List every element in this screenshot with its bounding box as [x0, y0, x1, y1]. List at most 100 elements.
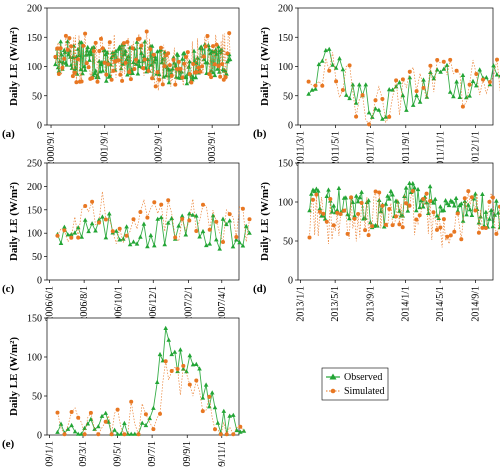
- simulated-point: [335, 210, 340, 215]
- y-tick-label: 0: [288, 121, 293, 132]
- observed-point: [103, 235, 109, 240]
- simulated-point: [134, 57, 139, 62]
- simulated-point: [414, 217, 419, 222]
- simulated-point: [129, 399, 134, 404]
- observed-point: [336, 185, 342, 190]
- simulated-point: [320, 83, 325, 88]
- simulated-point: [207, 227, 212, 232]
- x-tick-label: 2006/8/1: [79, 286, 90, 322]
- observed-point: [477, 67, 482, 72]
- observed-point: [201, 57, 207, 62]
- simulated-point: [207, 394, 212, 399]
- observed-point: [86, 228, 91, 234]
- observed-point: [214, 237, 219, 242]
- simulated-point: [448, 57, 453, 62]
- observed-point: [410, 102, 416, 107]
- observed-point: [92, 71, 98, 76]
- simulated-point: [410, 189, 415, 193]
- simulated-point: [181, 363, 186, 368]
- panel-label: (a): [2, 128, 15, 140]
- observed-point: [160, 56, 166, 61]
- observed-point: [88, 48, 93, 53]
- observed-point: [147, 415, 152, 421]
- observed-point: [79, 40, 84, 45]
- simulated-point: [435, 227, 439, 232]
- simulated-point: [88, 410, 93, 415]
- observed-point: [451, 94, 456, 99]
- observed-point: [467, 207, 473, 212]
- x-tick-label: 2014/5/1: [435, 286, 446, 322]
- observed-point: [213, 47, 218, 52]
- simulated-point: [139, 43, 144, 48]
- observed-point: [337, 56, 342, 61]
- observed-point: [85, 421, 91, 426]
- simulated-point: [121, 41, 126, 46]
- observed-point: [145, 244, 150, 249]
- observed-point: [436, 215, 441, 220]
- simulated-point: [150, 76, 155, 81]
- simulated-point: [152, 200, 157, 205]
- observed-point: [122, 52, 127, 57]
- simulated-point: [125, 40, 130, 44]
- observed-point: [387, 196, 392, 201]
- observed-point: [102, 47, 107, 52]
- observed-point: [130, 70, 135, 75]
- observed-point: [152, 243, 157, 248]
- simulated-point: [407, 69, 412, 74]
- observed-point: [193, 75, 199, 80]
- simulated-point: [207, 72, 212, 77]
- simulated-point: [327, 68, 332, 73]
- chart-panel: 0 50 100 150 200 Daily LE (W/m²) 2000/9/1 2001/…: [2, 4, 240, 167]
- x-tick-label: 2009/11/1: [217, 441, 228, 467]
- observed-point: [478, 214, 483, 219]
- simulated-point: [394, 78, 399, 83]
- observed-point: [172, 60, 177, 65]
- simulated-point: [214, 42, 219, 47]
- observed-point: [307, 208, 312, 213]
- simulated-point: [146, 68, 151, 73]
- observed-point: [415, 186, 421, 192]
- simulated-point: [69, 235, 74, 240]
- observed-point: [491, 63, 496, 68]
- simulated-point: [65, 47, 70, 52]
- observed-point: [197, 234, 202, 239]
- y-tick-label: 200: [278, 4, 293, 15]
- observed-point: [104, 50, 110, 55]
- simulated-point: [494, 231, 499, 236]
- simulated-point: [220, 62, 224, 67]
- x-tick-label: 2011/9/1: [401, 131, 412, 166]
- panel-label: (e): [2, 438, 15, 450]
- legend-frame: [321, 367, 389, 401]
- simulated-point: [490, 195, 495, 200]
- observed-point: [58, 421, 64, 426]
- observed-point: [373, 106, 378, 111]
- simulated-point: [151, 427, 156, 432]
- chart-panel: 0 50 100 150 Daily LE (W/m²) 2013/1/1 2013/5/1…: [253, 159, 500, 322]
- simulated-point: [169, 73, 174, 78]
- observed-point: [93, 228, 98, 233]
- observed-point: [124, 224, 129, 229]
- observed-point: [488, 207, 494, 213]
- simulated-point: [452, 229, 457, 234]
- observed-point: [151, 405, 156, 410]
- y-tick-label: 0: [37, 431, 42, 442]
- observed-point: [134, 241, 140, 246]
- observed-point: [89, 221, 95, 226]
- observed-point: [97, 58, 102, 63]
- observed-point: [240, 243, 246, 248]
- observed-point: [247, 230, 252, 235]
- observed-point: [75, 225, 81, 230]
- x-tick-label: 2006/12/1: [148, 286, 159, 327]
- observed-point: [309, 191, 314, 196]
- series-line: [309, 190, 500, 248]
- observed-point: [469, 212, 475, 217]
- observed-point: [397, 79, 402, 85]
- observed-point: [75, 431, 81, 436]
- x-tick-label: 2009/7/1: [147, 441, 158, 467]
- observed-point: [495, 210, 500, 215]
- observed-point: [204, 242, 209, 248]
- observed-point: [53, 61, 58, 67]
- observed-point: [183, 232, 189, 237]
- observed-point: [113, 48, 119, 53]
